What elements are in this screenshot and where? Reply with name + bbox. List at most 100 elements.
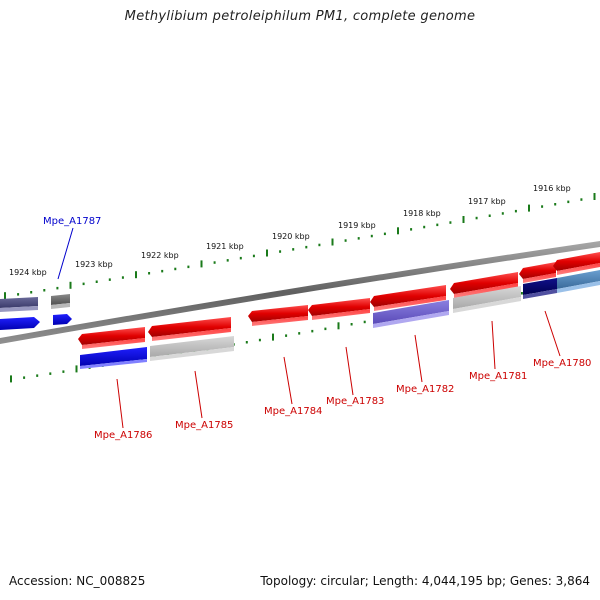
minor-tick: [488, 214, 491, 217]
major-tick: [4, 292, 6, 300]
gene-feature[interactable]: [523, 278, 557, 295]
major-tick: [10, 375, 12, 383]
kbp-tick-labels: 1924 kbp 1923 kbp 1922 kbp 1921 kbp 1920…: [9, 184, 571, 277]
gene-label-a1786[interactable]: Mpe_A1786: [94, 430, 152, 441]
gene-feature[interactable]: [373, 311, 449, 328]
minor-tick: [161, 269, 164, 273]
major-tick: [200, 260, 203, 268]
gene-feature[interactable]: [308, 298, 370, 316]
gene-feature[interactable]: [523, 273, 556, 283]
gene-label-a1780[interactable]: Mpe_A1780: [533, 358, 591, 369]
outer-scale-ticks: [4, 193, 596, 300]
accession-text: Accession: NC_008825: [9, 574, 146, 588]
genome-title: Methylibium petroleiphilum PM1, complete…: [124, 9, 476, 24]
gene-feature[interactable]: [53, 314, 72, 325]
gene-feature[interactable]: [557, 263, 600, 275]
gene-feature[interactable]: [454, 283, 518, 298]
reverse-strand-genes: [0, 270, 600, 369]
minor-tick: [279, 250, 282, 253]
tick-label-1919: 1919 kbp: [338, 221, 376, 230]
minor-tick: [62, 370, 65, 373]
tick-label-1924: 1924 kbp: [9, 268, 47, 277]
gene-feature[interactable]: [82, 338, 145, 349]
major-tick: [272, 333, 274, 341]
gene-label-a1783[interactable]: Mpe_A1783: [326, 396, 384, 407]
minor-tick: [580, 198, 583, 201]
minor-tick: [363, 320, 366, 324]
gene-feature[interactable]: [78, 327, 145, 345]
minor-tick: [370, 234, 373, 238]
major-tick: [75, 365, 78, 373]
major-tick: [397, 227, 399, 235]
major-tick: [462, 216, 465, 223]
minor-tick: [43, 289, 46, 292]
gene-feature[interactable]: [453, 286, 521, 309]
gene-feature[interactable]: [248, 305, 308, 322]
gene-feature[interactable]: [51, 303, 70, 309]
gene-feature[interactable]: [150, 336, 234, 357]
minor-tick: [239, 256, 242, 260]
gene-feature[interactable]: [373, 300, 449, 324]
gene-feature[interactable]: [312, 309, 370, 320]
gene-feature[interactable]: [557, 270, 600, 289]
gene-feature[interactable]: [148, 317, 231, 337]
gene-labels: Mpe_A1787 Mpe_A1786 Mpe_A1785 Mpe_A1784 …: [43, 216, 591, 441]
minor-tick: [311, 329, 314, 333]
minor-tick: [292, 248, 295, 251]
major-tick: [266, 249, 268, 257]
minor-tick: [383, 232, 386, 236]
gene-feature[interactable]: [453, 297, 521, 313]
minor-tick: [174, 267, 177, 271]
minor-tick: [514, 209, 517, 213]
gene-feature[interactable]: [0, 317, 40, 330]
minor-tick: [324, 327, 327, 331]
minor-tick: [285, 334, 288, 337]
minor-tick: [305, 245, 308, 249]
major-tick: [69, 281, 72, 289]
gene-label-a1782[interactable]: Mpe_A1782: [396, 384, 454, 395]
minor-tick: [423, 225, 426, 229]
gene-feature[interactable]: [252, 316, 308, 326]
minor-tick: [36, 374, 39, 377]
minor-tick: [245, 341, 248, 344]
minor-tick: [23, 376, 26, 379]
gene-feature[interactable]: [0, 306, 38, 312]
minor-tick: [30, 291, 33, 294]
tick-label-1923: 1923 kbp: [75, 260, 113, 269]
gene-label-a1784[interactable]: Mpe_A1784: [264, 406, 322, 417]
major-tick: [528, 204, 530, 212]
gene-feature[interactable]: [523, 289, 557, 299]
gene-feature[interactable]: [553, 252, 600, 271]
major-tick: [337, 322, 340, 330]
minor-tick: [95, 280, 98, 283]
gene-feature[interactable]: [80, 347, 147, 366]
minor-tick: [187, 265, 190, 269]
gene-feature[interactable]: [152, 328, 231, 341]
minor-tick: [520, 292, 523, 295]
gene-label-a1787[interactable]: Mpe_A1787: [43, 216, 101, 227]
gene-label-a1785[interactable]: Mpe_A1785: [175, 420, 233, 431]
gene-feature[interactable]: [450, 272, 518, 294]
minor-tick: [148, 272, 151, 275]
tick-label-1920: 1920 kbp: [272, 232, 310, 241]
minor-tick: [357, 237, 360, 240]
gene-feature[interactable]: [519, 262, 556, 279]
gene-feature[interactable]: [150, 347, 234, 361]
gene-feature[interactable]: [557, 281, 600, 293]
minor-tick: [541, 205, 544, 208]
forward-strand-genes: [0, 252, 600, 349]
gene-feature[interactable]: [374, 296, 446, 311]
gene-feature[interactable]: [370, 285, 446, 307]
minor-tick: [475, 216, 478, 220]
major-tick: [331, 238, 334, 246]
gene-feature[interactable]: [0, 297, 38, 308]
minor-tick: [449, 221, 452, 224]
minor-tick: [567, 200, 570, 204]
minor-tick: [350, 323, 353, 326]
gene-label-a1781[interactable]: Mpe_A1781: [469, 371, 527, 382]
gene-feature[interactable]: [51, 294, 70, 305]
minor-tick: [108, 278, 111, 281]
gene-feature[interactable]: [80, 359, 147, 369]
minor-tick: [213, 261, 216, 264]
